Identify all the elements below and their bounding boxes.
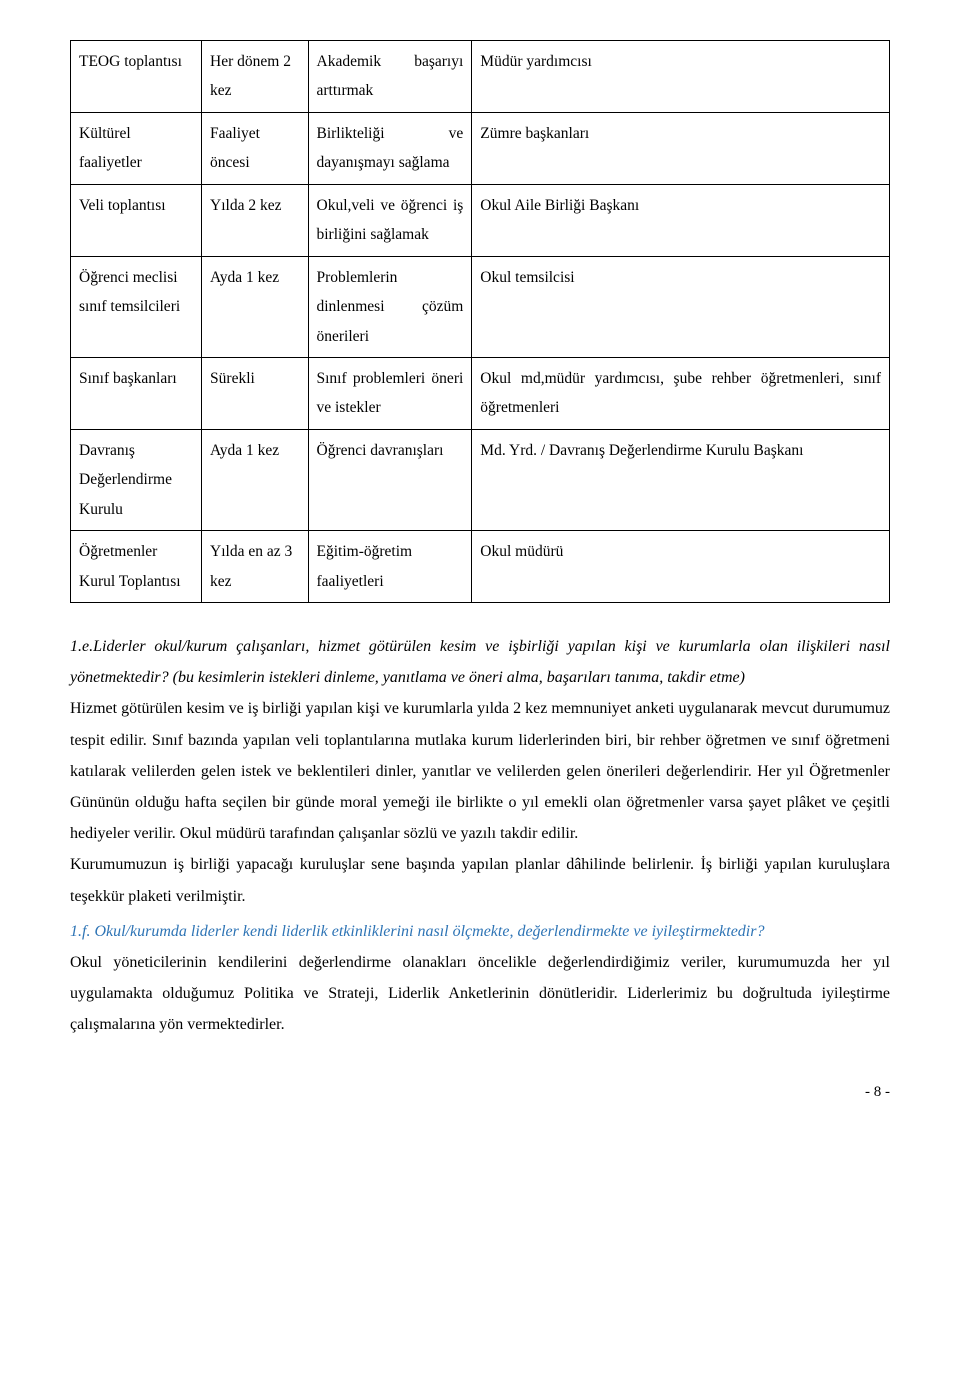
table-row: Sınıf başkanları Sürekli Sınıf problemle… <box>71 357 890 429</box>
cell-responsible: Md. Yrd. / Davranış Değerlendirme Kurulu… <box>472 429 890 530</box>
cell-topic: Veli toplantısı <box>71 184 202 256</box>
cell-responsible: Okul müdürü <box>472 531 890 603</box>
cell-frequency: Sürekli <box>202 357 308 429</box>
question-1e-text: 1.e.Liderler okul/kurum çalışanları, hiz… <box>70 638 890 686</box>
cell-topic: Kültürel faaliyetler <box>71 112 202 184</box>
question-1f-text: 1.f. Okul/kurumda liderler kendi liderli… <box>70 923 764 940</box>
cell-responsible: Zümre başkanları <box>472 112 890 184</box>
cell-topic: Sınıf başkanları <box>71 357 202 429</box>
table-row: Kültürel faaliyetler Faaliyet öncesi Bir… <box>71 112 890 184</box>
cell-purpose: Problemlerin dinlenmesi çözüm önerileri <box>308 256 472 357</box>
question-1f: 1.f. Okul/kurumda liderler kendi liderli… <box>70 916 890 947</box>
table-row: TEOG toplantısı Her dönem 2 kez Akademik… <box>71 41 890 113</box>
cell-frequency: Ayda 1 kez <box>202 429 308 530</box>
answer-1f: Okul yöneticilerinin kendilerini değerle… <box>70 947 890 1041</box>
cell-topic: Öğrenci meclisi sınıf temsilcileri <box>71 256 202 357</box>
cell-purpose: Sınıf problemleri öneri ve istekler <box>308 357 472 429</box>
cell-topic: Öğretmenler Kurul Toplantısı <box>71 531 202 603</box>
table-row: Öğretmenler Kurul Toplantısı Yılda en az… <box>71 531 890 603</box>
cell-responsible: Okul md,müdür yardımcısı, şube rehber öğ… <box>472 357 890 429</box>
cell-purpose: Eğitim-öğretim faaliyetleri <box>308 531 472 603</box>
table-row: Öğrenci meclisi sınıf temsilcileri Ayda … <box>71 256 890 357</box>
cell-frequency: Yılda en az 3 kez <box>202 531 308 603</box>
cell-frequency: Ayda 1 kez <box>202 256 308 357</box>
question-1e: 1.e.Liderler okul/kurum çalışanları, hiz… <box>70 631 890 693</box>
answer-1e-p1: Hizmet götürülen kesim ve iş birliği yap… <box>70 693 890 849</box>
meetings-table: TEOG toplantısı Her dönem 2 kez Akademik… <box>70 40 890 603</box>
cell-topic: Davranış Değerlendirme Kurulu <box>71 429 202 530</box>
page-number: - 8 - <box>70 1080 890 1104</box>
cell-frequency: Her dönem 2 kez <box>202 41 308 113</box>
cell-responsible: Müdür yardımcısı <box>472 41 890 113</box>
cell-purpose: Öğrenci davranışları <box>308 429 472 530</box>
cell-purpose: Okul,veli ve öğrenci iş birliğini sağlam… <box>308 184 472 256</box>
cell-frequency: Yılda 2 kez <box>202 184 308 256</box>
table-row: Veli toplantısı Yılda 2 kez Okul,veli ve… <box>71 184 890 256</box>
cell-responsible: Okul Aile Birliği Başkanı <box>472 184 890 256</box>
table-row: Davranış Değerlendirme Kurulu Ayda 1 kez… <box>71 429 890 530</box>
answer-1e-p2: Kurumumuzun iş birliği yapacağı kuruluşl… <box>70 849 890 911</box>
cell-purpose: Birlikteliği ve dayanışmayı sağlama <box>308 112 472 184</box>
cell-purpose: Akademik başarıyı arttırmak <box>308 41 472 113</box>
cell-topic: TEOG toplantısı <box>71 41 202 113</box>
cell-responsible: Okul temsilcisi <box>472 256 890 357</box>
cell-frequency: Faaliyet öncesi <box>202 112 308 184</box>
